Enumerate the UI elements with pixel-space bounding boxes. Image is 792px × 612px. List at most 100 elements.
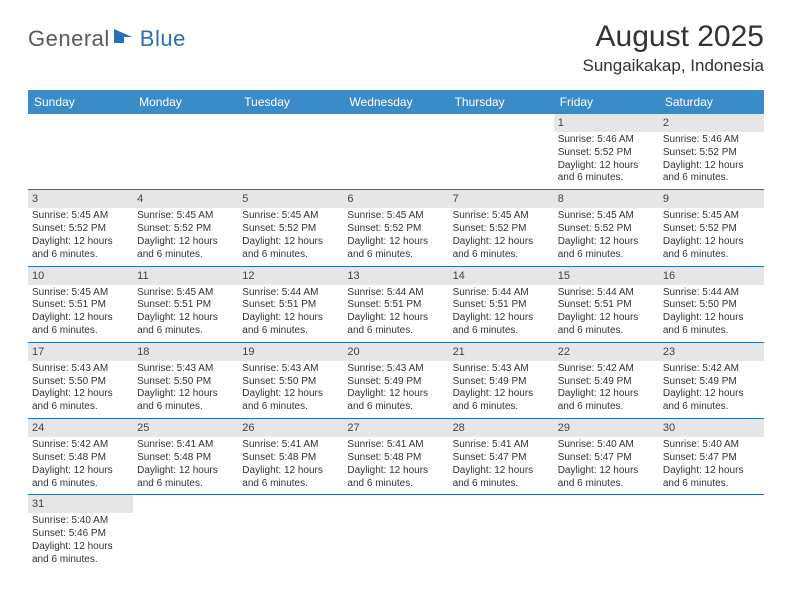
daylight-line: Daylight: 12 hours and 6 minutes.: [453, 236, 550, 262]
page: General Blue August 2025 Sungaikakap, In…: [0, 0, 792, 571]
page-title: August 2025: [583, 20, 764, 54]
day-cell: 24 Sunrise: 5:42 AMSunset: 5:48 PMDayligh…: [28, 419, 133, 494]
empty-cell: [659, 495, 764, 570]
daylight-line: Daylight: 12 hours and 6 minutes.: [453, 388, 550, 414]
sunset-line: Sunset: 5:51 PM: [137, 299, 234, 312]
sunset-line: Sunset: 5:49 PM: [453, 376, 550, 389]
weekday-header: Thursday: [449, 90, 554, 114]
empty-cell: [449, 495, 554, 570]
daylight-line: Daylight: 12 hours and 6 minutes.: [663, 160, 760, 186]
daylight-line: Daylight: 12 hours and 6 minutes.: [137, 388, 234, 414]
day-number: 8: [554, 190, 659, 208]
day-cell: 17Sunrise: 5:43 AMSunset: 5:50 PMDayligh…: [28, 343, 133, 418]
daylight-line: Daylight: 12 hours and 6 minutes.: [558, 465, 655, 491]
week-row: 1Sunrise: 5:46 AMSunset: 5:52 PMDaylight…: [28, 114, 764, 190]
empty-cell: [238, 495, 343, 570]
daylight-line: Daylight: 12 hours and 6 minutes.: [347, 312, 444, 338]
sunset-line: Sunset: 5:47 PM: [453, 452, 550, 465]
daylight-line: Daylight: 12 hours and 6 minutes.: [32, 312, 129, 338]
day-cell: 19Sunrise: 5:43 AMSunset: 5:50 PMDayligh…: [238, 343, 343, 418]
day-number: 30: [659, 419, 764, 437]
weekday-header: Friday: [554, 90, 659, 114]
day-cell: 29Sunrise: 5:40 AMSunset: 5:47 PMDayligh…: [554, 419, 659, 494]
sunrise-line: Sunrise: 5:43 AM: [32, 363, 129, 376]
daylight-line: Daylight: 12 hours and 6 minutes.: [242, 236, 339, 262]
empty-cell: [238, 114, 343, 189]
daylight-line: Daylight: 12 hours and 6 minutes.: [137, 312, 234, 338]
day-cell: 9Sunrise: 5:45 AMSunset: 5:52 PMDaylight…: [659, 190, 764, 265]
header: General Blue August 2025 Sungaikakap, In…: [28, 20, 764, 76]
day-cell: 23Sunrise: 5:42 AMSunset: 5:49 PMDayligh…: [659, 343, 764, 418]
sunrise-line: Sunrise: 5:44 AM: [347, 287, 444, 300]
day-cell: 11Sunrise: 5:45 AMSunset: 5:51 PMDayligh…: [133, 267, 238, 342]
sunset-line: Sunset: 5:50 PM: [663, 299, 760, 312]
weekday-header-row: SundayMondayTuesdayWednesdayThursdayFrid…: [28, 90, 764, 114]
day-cell: 2Sunrise: 5:46 AMSunset: 5:52 PMDaylight…: [659, 114, 764, 189]
sunset-line: Sunset: 5:52 PM: [663, 147, 760, 160]
sunrise-line: Sunrise: 5:45 AM: [558, 210, 655, 223]
day-number: 14: [449, 267, 554, 285]
week-row: 17Sunrise: 5:43 AMSunset: 5:50 PMDayligh…: [28, 343, 764, 419]
sunrise-line: Sunrise: 5:44 AM: [242, 287, 339, 300]
sunrise-line: Sunrise: 5:40 AM: [663, 439, 760, 452]
day-number: 28: [449, 419, 554, 437]
daylight-line: Daylight: 12 hours and 6 minutes.: [558, 160, 655, 186]
sunrise-line: Sunrise: 5:41 AM: [453, 439, 550, 452]
sunrise-line: Sunrise: 5:42 AM: [32, 439, 129, 452]
sunset-line: Sunset: 5:51 PM: [32, 299, 129, 312]
sunrise-line: Sunrise: 5:41 AM: [137, 439, 234, 452]
day-cell: 25Sunrise: 5:41 AMSunset: 5:48 PMDayligh…: [133, 419, 238, 494]
sunrise-line: Sunrise: 5:43 AM: [453, 363, 550, 376]
day-number: 18: [133, 343, 238, 361]
sunrise-line: Sunrise: 5:45 AM: [137, 210, 234, 223]
empty-cell: [343, 114, 448, 189]
sunset-line: Sunset: 5:52 PM: [347, 223, 444, 236]
sunset-line: Sunset: 5:48 PM: [347, 452, 444, 465]
empty-cell: [133, 495, 238, 570]
day-number: 19: [238, 343, 343, 361]
sunrise-line: Sunrise: 5:41 AM: [242, 439, 339, 452]
day-number: 12: [238, 267, 343, 285]
sunset-line: Sunset: 5:50 PM: [242, 376, 339, 389]
sunset-line: Sunset: 5:49 PM: [558, 376, 655, 389]
sunset-line: Sunset: 5:49 PM: [663, 376, 760, 389]
sunrise-line: Sunrise: 5:40 AM: [32, 515, 129, 528]
day-number: 16: [659, 267, 764, 285]
day-number: 29: [554, 419, 659, 437]
weekday-header: Saturday: [659, 90, 764, 114]
day-cell: 7Sunrise: 5:45 AMSunset: 5:52 PMDaylight…: [449, 190, 554, 265]
sunrise-line: Sunrise: 5:46 AM: [558, 134, 655, 147]
sunset-line: Sunset: 5:52 PM: [242, 223, 339, 236]
sunrise-line: Sunrise: 5:45 AM: [663, 210, 760, 223]
empty-cell: [133, 114, 238, 189]
sunrise-line: Sunrise: 5:40 AM: [558, 439, 655, 452]
daylight-line: Daylight: 12 hours and 6 minutes.: [453, 312, 550, 338]
day-cell: 1Sunrise: 5:46 AMSunset: 5:52 PMDaylight…: [554, 114, 659, 189]
sunrise-line: Sunrise: 5:45 AM: [32, 287, 129, 300]
day-cell: 13Sunrise: 5:44 AMSunset: 5:51 PMDayligh…: [343, 267, 448, 342]
daylight-line: Daylight: 12 hours and 6 minutes.: [32, 465, 129, 491]
day-number: 4: [133, 190, 238, 208]
day-number: 10: [28, 267, 133, 285]
day-number: 27: [343, 419, 448, 437]
sunset-line: Sunset: 5:48 PM: [32, 452, 129, 465]
daylight-line: Daylight: 12 hours and 6 minutes.: [347, 388, 444, 414]
day-cell: 20Sunrise: 5:43 AMSunset: 5:49 PMDayligh…: [343, 343, 448, 418]
sunrise-line: Sunrise: 5:43 AM: [347, 363, 444, 376]
day-cell: 14Sunrise: 5:44 AMSunset: 5:51 PMDayligh…: [449, 267, 554, 342]
day-number: 11: [133, 267, 238, 285]
day-cell: 5Sunrise: 5:45 AMSunset: 5:52 PMDaylight…: [238, 190, 343, 265]
day-cell: 30Sunrise: 5:40 AMSunset: 5:47 PMDayligh…: [659, 419, 764, 494]
weekday-header: Wednesday: [343, 90, 448, 114]
sunset-line: Sunset: 5:52 PM: [558, 147, 655, 160]
day-number: 24: [28, 419, 133, 437]
day-cell: 21Sunrise: 5:43 AMSunset: 5:49 PMDayligh…: [449, 343, 554, 418]
day-number: 3: [28, 190, 133, 208]
sunset-line: Sunset: 5:48 PM: [137, 452, 234, 465]
day-cell: 12Sunrise: 5:44 AMSunset: 5:51 PMDayligh…: [238, 267, 343, 342]
sunset-line: Sunset: 5:47 PM: [663, 452, 760, 465]
sunset-line: Sunset: 5:51 PM: [347, 299, 444, 312]
empty-cell: [554, 495, 659, 570]
week-row: 24Sunrise: 5:42 AMSunset: 5:48 PMDayligh…: [28, 419, 764, 495]
day-cell: 28Sunrise: 5:41 AMSunset: 5:47 PMDayligh…: [449, 419, 554, 494]
